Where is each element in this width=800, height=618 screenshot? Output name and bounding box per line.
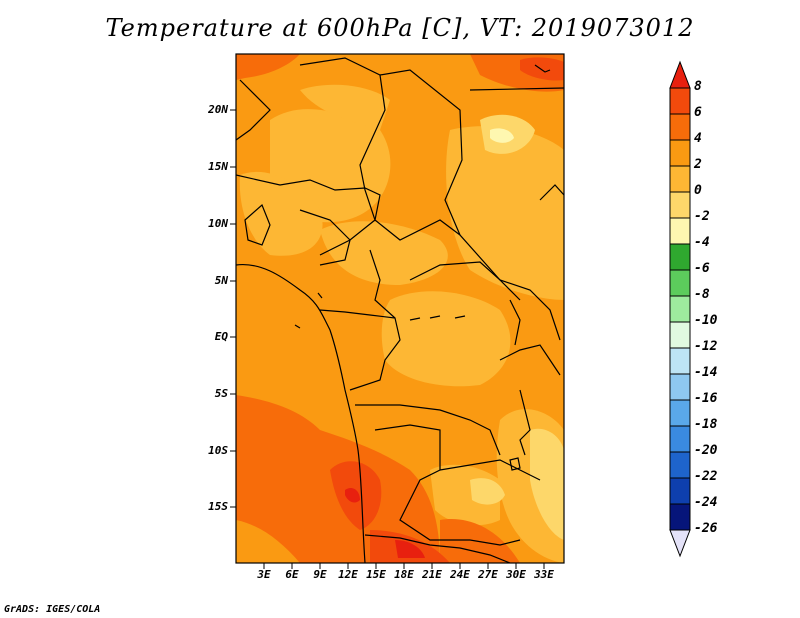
colorbar-cell	[669, 269, 691, 297]
y-tick-label: EQ	[214, 330, 228, 343]
colorbar-label: -2	[694, 209, 710, 224]
colorbar-cell	[669, 451, 691, 479]
colorbar-label: -8	[694, 287, 710, 302]
colorbar-label: -14	[694, 365, 718, 380]
footer-credit: GrADS: IGES/COLA	[4, 604, 101, 615]
colorbar-label: -20	[694, 443, 718, 458]
x-tick-label: 9E	[313, 568, 327, 581]
colorbar-label: -10	[694, 313, 718, 328]
colorbar-label: -12	[694, 339, 718, 354]
colorbar-label: -4	[694, 235, 710, 250]
colorbar-label: -26	[694, 521, 718, 536]
colorbar-cell	[669, 165, 691, 193]
colorbar-cell	[669, 503, 691, 531]
colorbar-cell	[669, 243, 691, 271]
temperature-field	[236, 54, 564, 563]
colorbar-bottom-arrow	[669, 529, 691, 558]
colorbar-label: -16	[694, 391, 718, 406]
x-tick-label: 6E	[285, 568, 299, 581]
band-0-to-2	[239, 171, 323, 256]
colorbar-cell	[669, 373, 691, 401]
map-frame	[235, 53, 565, 564]
colorbar-label: 4	[694, 131, 702, 146]
colorbar-cell	[669, 113, 691, 141]
x-tick-label: 21E	[422, 568, 442, 581]
band-minus4-to-minus2	[490, 128, 514, 143]
colorbar-label: -18	[694, 417, 718, 432]
colorbar-cell	[669, 87, 691, 115]
y-tick-label: 20N	[208, 103, 228, 116]
colorbar-cell	[669, 295, 691, 323]
x-tick-label: 15E	[366, 568, 386, 581]
colorbar-label: -6	[694, 261, 710, 276]
x-tick-label: 24E	[450, 568, 470, 581]
coastline	[236, 263, 366, 563]
band-0-to-2	[446, 126, 564, 300]
x-tick-label: 33E	[534, 568, 554, 581]
colorbar-label: 8	[694, 79, 702, 94]
band-minus2-to-0	[470, 478, 505, 505]
band-4-to-6	[236, 54, 300, 80]
y-tick-label: 15N	[208, 160, 228, 173]
colorbar-cell	[669, 217, 691, 245]
colorbar-label: -24	[694, 495, 718, 510]
band-0-to-2	[381, 291, 511, 387]
colorbar-cell	[669, 191, 691, 219]
colorbar-label: 6	[694, 105, 702, 120]
x-tick-label: 30E	[506, 568, 526, 581]
band-minus2-to-0	[530, 428, 564, 540]
band-6-to-8	[520, 57, 564, 81]
x-tick-label: 18E	[394, 568, 414, 581]
y-tick-label: 10N	[208, 217, 228, 230]
colorbar-label: 0	[694, 183, 702, 198]
country-borders	[236, 57, 564, 563]
band-4-to-6	[440, 519, 520, 563]
band-2-to-4	[236, 520, 300, 563]
colorbar-cell	[669, 477, 691, 505]
band-above-8	[345, 488, 360, 503]
colorbar-cell	[669, 399, 691, 427]
chart-title: Temperature at 600hPa [C], VT: 201907301…	[105, 14, 695, 42]
band-above-8	[395, 540, 425, 558]
x-tick-label: 12E	[338, 568, 358, 581]
colorbar-cell	[669, 425, 691, 453]
y-tick-label: 15S	[208, 500, 228, 513]
x-tick-label: 27E	[478, 568, 498, 581]
colorbar-top-arrow	[669, 60, 691, 89]
y-tick-label: 5S	[214, 387, 228, 400]
x-tick-label: 3E	[257, 568, 271, 581]
y-tick-label: 5N	[214, 274, 228, 287]
band-0-to-2	[320, 221, 448, 285]
colorbar	[669, 60, 691, 558]
colorbar-cell	[669, 347, 691, 375]
y-tick-label: 10S	[208, 444, 228, 457]
colorbar-cell	[669, 139, 691, 167]
band-0-to-2	[300, 84, 390, 130]
colorbar-label: 2	[694, 157, 702, 172]
colorbar-cell	[669, 321, 691, 349]
colorbar-label: -22	[694, 469, 718, 484]
axis-ticks	[230, 109, 545, 569]
